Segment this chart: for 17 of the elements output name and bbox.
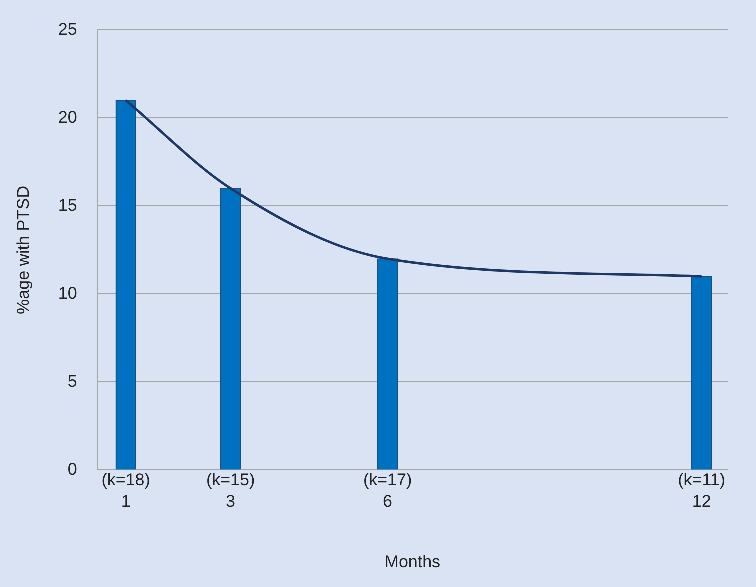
- y-axis-title: %age with PTSD: [14, 186, 33, 314]
- x-tick-label: 3: [226, 492, 236, 512]
- annotation: (k=15): [206, 470, 256, 490]
- y-tick-label: 10: [58, 284, 78, 303]
- y-tick-label: 5: [68, 372, 78, 391]
- line-series: [124, 99, 704, 278]
- x-axis-title: Months: [384, 552, 441, 572]
- x-tick-label: 1: [121, 492, 131, 512]
- y-tick-label: 15: [58, 196, 78, 215]
- x-tick-label: 12: [692, 492, 712, 512]
- annotation: (k=18): [102, 470, 150, 490]
- x-tick-label: 6: [383, 492, 393, 512]
- y-tick-label: 25: [58, 20, 78, 39]
- y-tick-label: 0: [68, 460, 78, 479]
- annotation: (k=11): [678, 470, 726, 490]
- annotation: (k=17): [363, 470, 412, 490]
- y-tick-label: 20: [58, 108, 78, 127]
